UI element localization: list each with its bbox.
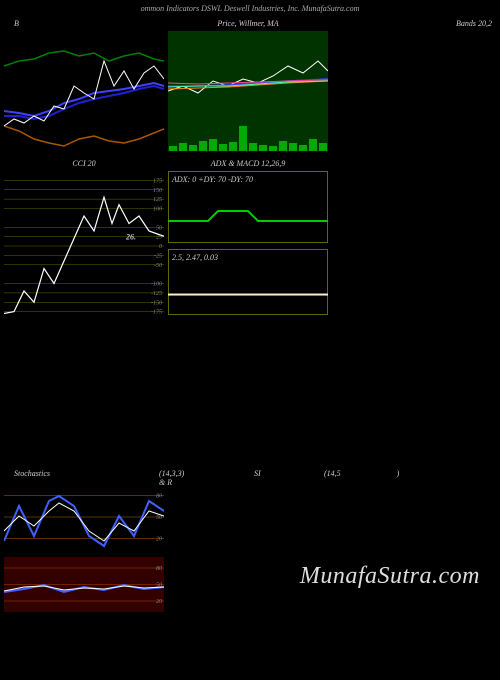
svg-text:20: 20 bbox=[156, 599, 162, 605]
stoch-panel: Stochastics (14,3,3) & R SI (14,5 ) 8050… bbox=[4, 481, 164, 553]
svg-text:0: 0 bbox=[159, 244, 162, 250]
cci-panel: CCI 20 17515012510050250-25-50-100-125-1… bbox=[4, 171, 164, 321]
svg-text:-125: -125 bbox=[151, 291, 162, 297]
svg-text:-50: -50 bbox=[154, 263, 162, 269]
adx-chart: ADX: 0 +DY: 70 -DY: 70 bbox=[168, 171, 328, 243]
svg-text:-175: -175 bbox=[151, 310, 162, 316]
bands-title: Bands 20,2 bbox=[456, 19, 492, 28]
bollinger-panel: B bbox=[4, 31, 164, 151]
macd-panel: 2.5, 2.47, 0.03 bbox=[168, 249, 328, 315]
cci-title: CCI 20 bbox=[72, 159, 95, 168]
svg-text:80: 80 bbox=[156, 493, 162, 499]
svg-text:50: 50 bbox=[156, 225, 162, 231]
svg-text:2.5, 2.47, 0.03: 2.5, 2.47, 0.03 bbox=[172, 253, 218, 262]
svg-text:-25: -25 bbox=[154, 253, 162, 259]
price-ma-title: Price, Willmer, MA bbox=[217, 19, 278, 28]
svg-text:80: 80 bbox=[156, 566, 162, 572]
svg-text:175: 175 bbox=[153, 178, 162, 184]
stoch-title-2: (14,3,3) & R bbox=[159, 469, 184, 487]
rsi-panel: 805020 bbox=[4, 557, 164, 612]
stoch-title-4: (14,5 ) bbox=[324, 469, 399, 478]
svg-text:26.: 26. bbox=[125, 232, 136, 241]
price-ma-chart bbox=[168, 31, 328, 151]
price-ma-panel: Price, Willmer, MA bbox=[168, 31, 328, 151]
svg-text:100: 100 bbox=[153, 207, 162, 213]
cci-chart: 17515012510050250-25-50-100-125-150-1752… bbox=[4, 171, 164, 321]
watermark: MunafaSutra.com bbox=[300, 563, 480, 590]
stoch-title-left: Stochastics bbox=[14, 469, 50, 478]
svg-text:-100: -100 bbox=[151, 282, 162, 288]
svg-text:ADX: 0 +DY: 70 -DY: 70: ADX: 0 +DY: 70 -DY: 70 bbox=[171, 175, 253, 184]
svg-text:125: 125 bbox=[153, 197, 162, 203]
rsi-chart: 805020 bbox=[4, 557, 164, 612]
svg-text:150: 150 bbox=[153, 188, 162, 194]
stoch-title-3: SI bbox=[254, 469, 261, 478]
bollinger-chart bbox=[4, 31, 164, 151]
bollinger-title-left: B bbox=[14, 19, 19, 28]
macd-chart: 2.5, 2.47, 0.03 bbox=[168, 249, 328, 315]
svg-text:50: 50 bbox=[156, 515, 162, 521]
adx-title: ADX & MACD 12,26,9 bbox=[211, 159, 285, 168]
page-header: ommon Indicators DSWL Deswell Industries… bbox=[0, 0, 500, 17]
svg-text:-150: -150 bbox=[151, 300, 162, 306]
svg-text:20: 20 bbox=[156, 537, 162, 543]
stoch-chart: 80 50 20 bbox=[4, 481, 164, 553]
adx-panel: ADX & MACD 12,26,9 ADX: 0 +DY: 70 -DY: 7… bbox=[168, 171, 328, 243]
bands-label-panel: Bands 20,2 bbox=[332, 31, 496, 151]
